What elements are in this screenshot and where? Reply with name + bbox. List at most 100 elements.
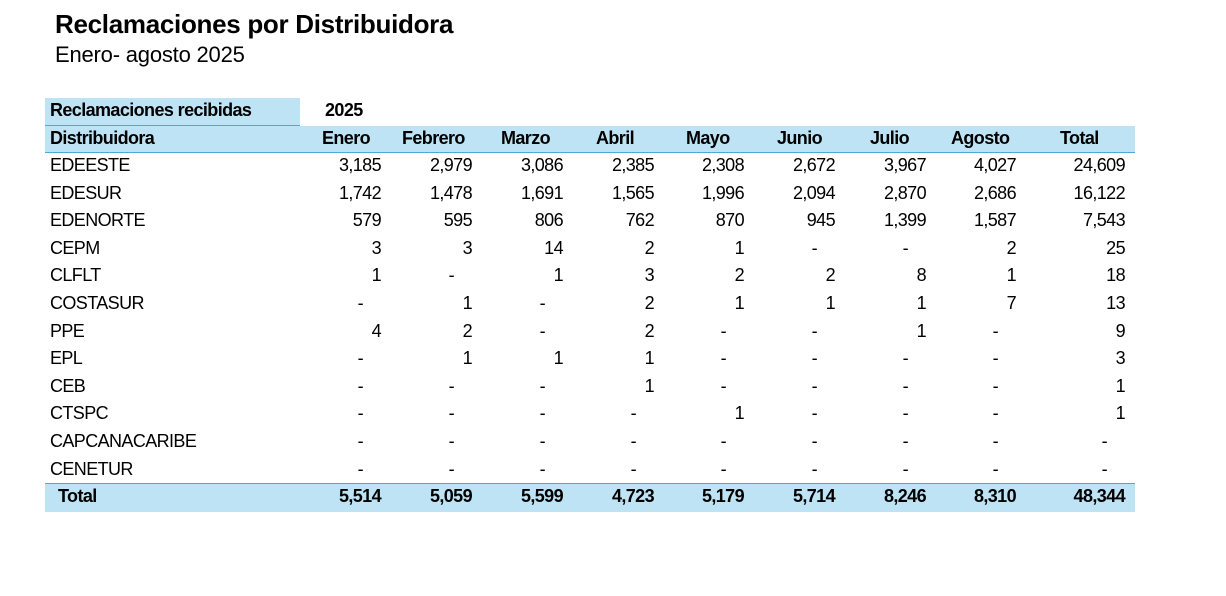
column-header: Enero	[322, 128, 371, 148]
cell: 2,094	[792, 182, 836, 203]
column-header: Distribuidora	[50, 128, 155, 148]
cell: -	[992, 375, 999, 396]
row-label: COSTASUR	[50, 293, 144, 313]
cell: -	[811, 320, 818, 341]
cell: 1	[644, 348, 655, 369]
cell: 1	[1115, 375, 1126, 396]
cell: 24,609	[1073, 155, 1126, 175]
cell: 1	[462, 348, 473, 369]
row-label: CTSPC	[50, 403, 109, 424]
total-cell: 8,310	[973, 486, 1017, 506]
cell: 1,399	[883, 210, 927, 231]
cell: -	[357, 403, 364, 424]
cell: 1	[1115, 403, 1126, 424]
column-header-band	[45, 126, 1135, 153]
cell: 806	[534, 210, 564, 231]
cell: 870	[715, 210, 745, 231]
cell: -	[539, 320, 546, 341]
cell: -	[902, 348, 909, 369]
subtitle: Enero- agosto 2025	[55, 42, 245, 67]
cell: -	[720, 431, 727, 451]
cell: -	[539, 375, 546, 396]
cell: 2	[462, 320, 473, 341]
cell: 4,027	[973, 155, 1017, 175]
cell: 1	[462, 293, 473, 313]
cell: 1	[644, 375, 655, 396]
cell: -	[448, 265, 455, 286]
cell: 14	[544, 237, 563, 258]
column-header: Febrero	[402, 128, 465, 148]
cell: -	[448, 403, 455, 424]
cell: -	[539, 458, 546, 479]
cell: 1	[734, 237, 745, 258]
cell: 3,967	[883, 155, 927, 175]
cell: -	[992, 320, 999, 341]
cell: -	[630, 431, 637, 451]
cell: 595	[443, 210, 473, 231]
cell: 579	[352, 210, 382, 231]
cell: -	[902, 375, 909, 396]
row-label: EDEESTE	[50, 155, 130, 175]
column-header: Marzo	[501, 128, 551, 148]
cell: -	[902, 237, 909, 258]
cell: 13	[1106, 293, 1125, 313]
cell: 3	[1115, 348, 1126, 369]
cell: -	[539, 403, 546, 424]
cell: -	[992, 403, 999, 424]
cell: 7	[1006, 293, 1017, 313]
total-cell: 5,514	[338, 486, 382, 506]
header-year: 2025	[325, 100, 363, 120]
cell: 1,478	[429, 182, 473, 203]
cell: 1	[734, 403, 745, 424]
row-label: EDESUR	[50, 182, 122, 203]
cell: -	[630, 458, 637, 479]
cell: 3	[462, 237, 473, 258]
cell: 2	[644, 293, 655, 313]
cell: 1	[825, 293, 836, 313]
column-header: Abril	[596, 128, 635, 148]
cell: 1	[916, 320, 927, 341]
total-band	[45, 483, 1135, 512]
cell: 2	[1006, 237, 1017, 258]
row-label: CAPCANACARIBE	[50, 431, 197, 451]
cell: -	[357, 458, 364, 479]
cell: 2	[734, 265, 745, 286]
cell: 3	[644, 265, 655, 286]
cell: -	[902, 458, 909, 479]
row-label: EDENORTE	[50, 210, 145, 231]
cell: -	[902, 431, 909, 451]
cell: 18	[1106, 265, 1125, 286]
cell: 762	[625, 210, 655, 231]
total-label: Total	[58, 486, 97, 506]
cell: -	[448, 458, 455, 479]
cell: 2,672	[792, 155, 836, 175]
cell: 16,122	[1073, 182, 1126, 203]
cell: 25	[1106, 237, 1125, 258]
cell: -	[357, 431, 364, 451]
cell: -	[539, 431, 546, 451]
cell: -	[720, 348, 727, 369]
row-label: CEB	[50, 375, 86, 396]
cell: 4	[371, 320, 382, 341]
cell: 3,086	[520, 155, 564, 175]
cell: 8	[916, 265, 927, 286]
cell: -	[720, 320, 727, 341]
cell: -	[1101, 458, 1108, 479]
cell: -	[992, 458, 999, 479]
cell: -	[630, 403, 637, 424]
cell: 1,587	[973, 210, 1017, 231]
cell: 2,870	[883, 182, 927, 203]
column-header: Total	[1060, 128, 1099, 148]
column-header: Julio	[870, 128, 910, 148]
cell: 3	[371, 237, 382, 258]
cell: 2,308	[701, 155, 745, 175]
total-cell: 4,723	[611, 486, 655, 506]
row-label: CENETUR	[50, 458, 133, 479]
cell: -	[357, 348, 364, 369]
title: Reclamaciones por Distribuidora	[55, 9, 454, 39]
cell: -	[720, 375, 727, 396]
row-label: PPE	[50, 320, 85, 341]
cell: 3,185	[338, 155, 382, 175]
cell: -	[448, 431, 455, 451]
